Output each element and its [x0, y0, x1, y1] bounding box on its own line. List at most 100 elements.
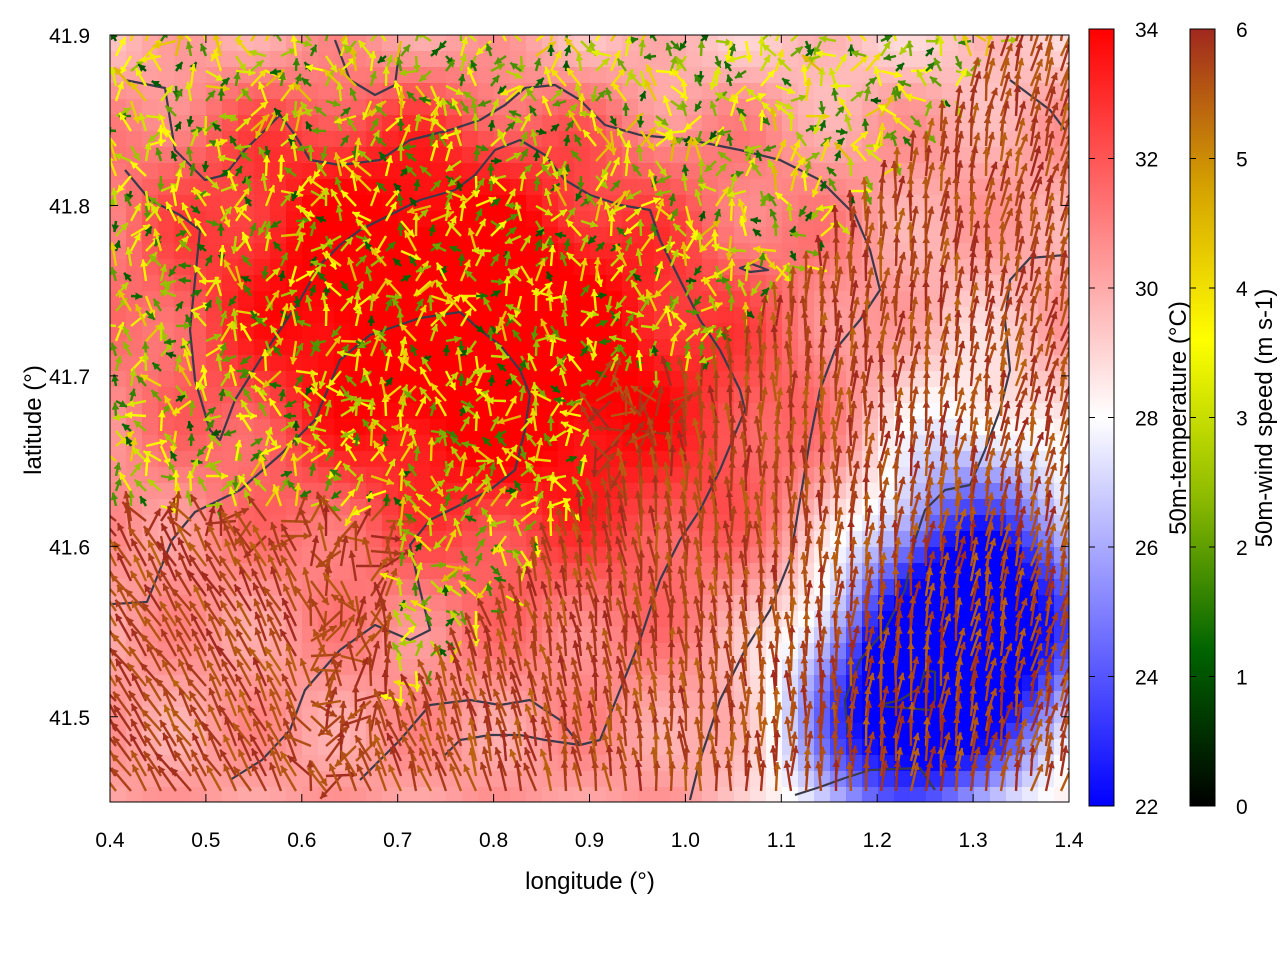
- heat-cell: [830, 611, 847, 628]
- heat-cell: [494, 371, 511, 388]
- heat-cell: [446, 67, 463, 84]
- heat-cell: [366, 35, 383, 52]
- heat-cell: [494, 387, 511, 404]
- heat-cell: [110, 499, 127, 516]
- heat-cell: [590, 355, 607, 372]
- heat-cell: [126, 323, 143, 340]
- heat-cell: [718, 771, 735, 788]
- heat-cell: [398, 643, 415, 660]
- heat-cell: [638, 275, 655, 292]
- heat-cell: [350, 35, 367, 52]
- heat-cell: [190, 483, 207, 500]
- heat-cell: [318, 131, 335, 148]
- heat-cell: [670, 307, 687, 324]
- heat-cell: [110, 211, 127, 228]
- heat-cell: [734, 227, 751, 244]
- heat-cell: [526, 67, 543, 84]
- heat-cell: [462, 275, 479, 292]
- wind-vector-head: [177, 26, 185, 34]
- heat-cell: [862, 595, 879, 612]
- heat-cell: [638, 371, 655, 388]
- heat-cell: [446, 307, 463, 324]
- heat-cell: [142, 403, 159, 420]
- heat-cell: [478, 307, 495, 324]
- heat-cell: [526, 211, 543, 228]
- heat-cell: [430, 163, 447, 180]
- heat-cell: [446, 467, 463, 484]
- heat-cell: [142, 67, 159, 84]
- heat-cell: [526, 179, 543, 196]
- heat-cell: [318, 483, 335, 500]
- heat-cell: [750, 771, 767, 788]
- heat-cell: [254, 195, 271, 212]
- heat-cell: [622, 51, 639, 68]
- heat-cell: [1006, 787, 1023, 802]
- heat-cell: [398, 115, 415, 132]
- heat-cell: [366, 195, 383, 212]
- heat-cell: [558, 35, 575, 52]
- heat-cell: [142, 419, 159, 436]
- heat-cell: [622, 115, 639, 132]
- wind-vector-head: [101, 689, 108, 697]
- heat-cell: [462, 211, 479, 228]
- heat-cell: [766, 787, 783, 802]
- heat-cell: [238, 179, 255, 196]
- heat-cell: [318, 435, 335, 452]
- heat-cell: [398, 563, 415, 580]
- heat-cell: [190, 323, 207, 340]
- wind-vector-head: [95, 64, 103, 71]
- heat-cell: [718, 115, 735, 132]
- heat-cell: [478, 563, 495, 580]
- heat-cell: [414, 371, 431, 388]
- heat-cell: [670, 115, 687, 132]
- heat-cell: [590, 787, 607, 802]
- heat-cell: [350, 355, 367, 372]
- heat-cell: [542, 131, 559, 148]
- heat-cell: [238, 451, 255, 468]
- heat-cell: [430, 435, 447, 452]
- heat-cell: [494, 563, 511, 580]
- heat-cell: [542, 787, 559, 802]
- heat-cell: [542, 451, 559, 468]
- wind-vector-head: [102, 526, 109, 534]
- heat-cell: [558, 579, 575, 596]
- heat-cell: [750, 547, 767, 564]
- heat-cell: [110, 563, 127, 580]
- heat-cell: [862, 787, 879, 802]
- heat-cell: [446, 547, 463, 564]
- wind-vector-head: [258, 21, 265, 29]
- heat-cell: [350, 67, 367, 84]
- heat-cell: [222, 275, 239, 292]
- heat-cell: [414, 227, 431, 244]
- heat-cell: [718, 499, 735, 516]
- heat-cell: [286, 243, 303, 260]
- heat-cell: [414, 451, 431, 468]
- heat-cell: [430, 451, 447, 468]
- heat-cell: [558, 147, 575, 164]
- heat-cell: [622, 83, 639, 100]
- heat-cell: [110, 387, 127, 404]
- heat-cell: [734, 627, 751, 644]
- heat-cell: [862, 35, 879, 52]
- heat-cell: [446, 227, 463, 244]
- heat-cell: [302, 243, 319, 260]
- heat-cell: [142, 387, 159, 404]
- heat-cell: [190, 339, 207, 356]
- heat-cell: [494, 227, 511, 244]
- heat-cell: [350, 755, 367, 772]
- heat-cell: [174, 67, 191, 84]
- heat-cell: [814, 83, 831, 100]
- heat-cell: [462, 531, 479, 548]
- heat-cell: [686, 163, 703, 180]
- heat-cell: [910, 51, 927, 68]
- heat-cell: [414, 211, 431, 228]
- heat-cell: [494, 163, 511, 180]
- heat-cell: [158, 307, 175, 324]
- heat-cell: [174, 371, 191, 388]
- heat-cell: [382, 339, 399, 356]
- heat-cell: [510, 499, 527, 516]
- heat-cell: [782, 179, 799, 196]
- heat-cell: [158, 675, 175, 692]
- heat-cell: [302, 739, 319, 756]
- heat-cell: [142, 483, 159, 500]
